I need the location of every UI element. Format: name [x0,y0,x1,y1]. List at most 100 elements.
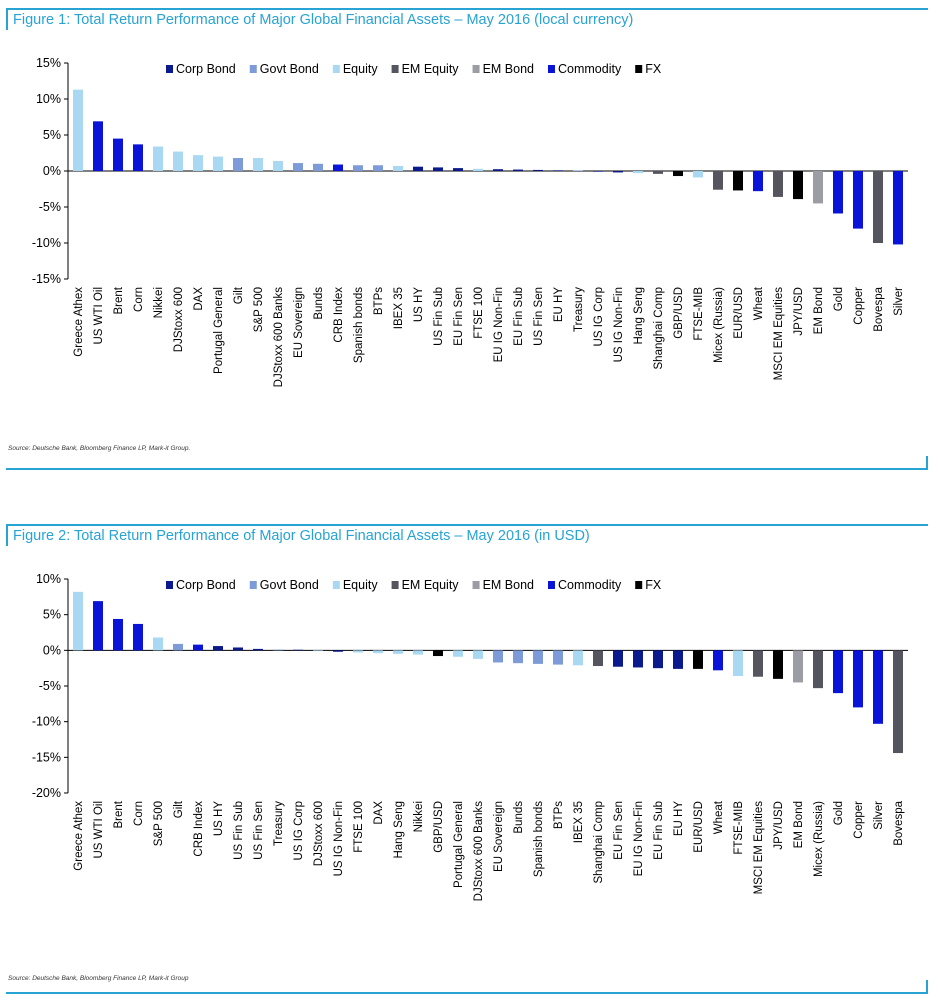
y-tick-label: 10% [36,572,61,586]
bar [753,650,763,677]
x-category-label: US Fin Sen [533,287,545,346]
x-category-label: Brent [113,800,125,828]
legend-swatch [635,581,643,589]
bar [413,650,423,655]
figure-1-chart: 15% 10% 5% 0% -5% -10% -15% Greece Athex US WTI … [32,56,908,388]
bar [73,591,83,651]
x-category-label: Treasury [273,801,285,846]
bar [893,650,903,754]
y-tick-label: -10% [32,715,61,729]
bar [433,650,443,657]
bar [673,650,683,669]
x-category-label: EU HY [553,287,565,322]
bar [533,650,543,664]
x-category-label: Wheat [753,286,765,320]
bar [593,171,603,172]
x-category-label: Treasury [573,287,585,332]
bar [373,165,383,171]
bar [853,650,863,708]
x-category-label: DJStoxx 600 Banks [473,801,485,902]
bar [453,650,463,657]
x-category-label: EU Fin Sub [513,287,525,346]
bar [373,650,383,654]
bar [193,644,203,651]
x-category-label: Corn [133,287,145,312]
bar [693,171,703,178]
x-category-label: EM Bond [793,801,805,848]
figure-1-bottom-tick [926,456,928,470]
bar [773,650,783,679]
figure-1-title-bar: Figure 1: Total Return Performance of Ma… [6,8,928,30]
bar [673,171,683,177]
x-category-label: EU Sovereign [493,801,505,872]
bar [273,160,283,171]
bar [233,647,243,651]
legend-swatch [166,581,173,589]
x-category-label: FTSE 100 [353,801,365,853]
x-category-label: Hang Seng [633,287,645,345]
x-category-label: BTPs [553,801,565,829]
x-category-label: Gold [833,801,845,825]
x-category-label: S&P 500 [253,287,265,332]
x-category-label: BTPs [373,287,385,315]
x-category-label: FTSE 100 [473,287,485,339]
bar [753,171,763,192]
y-tick-label: 5% [43,608,61,622]
bar [113,618,123,651]
x-category-label: S&P 500 [153,801,165,846]
x-category-label: Silver [893,287,905,316]
y-tick-label: 5% [43,128,61,142]
y-tick-label: -5% [39,200,61,214]
figure-2-bottom-rule [6,992,928,994]
x-category-label: Bunds [313,287,325,320]
x-category-label: EUR/USD [693,801,705,853]
legend-swatch [391,581,399,589]
legend-label: Govt Bond [260,62,319,76]
bar [293,649,303,651]
x-category-label: CRB Index [193,801,205,857]
bar [473,650,483,659]
x-category-label: US Fin Sub [233,801,245,860]
x-category-label: Copper [853,801,865,839]
legend-label: EM Bond [483,578,534,592]
figure-2-bottom-tick [926,980,928,994]
bar [553,170,563,171]
legend-swatch [472,65,480,73]
x-category-label: Gold [833,287,845,311]
x-category-label: Shanghai Comp [653,287,665,369]
legend-swatch [332,65,340,73]
bar [93,601,103,651]
x-category-label: US IG Corp [593,287,605,346]
bar [873,171,883,243]
x-category-label: EM Bond [813,287,825,334]
x-category-label: EU Fin Sen [453,287,465,346]
legend-label: Commodity [558,578,622,592]
x-category-label: JPY/USD [793,287,805,336]
bar [593,650,603,667]
bar [333,164,343,171]
x-category-label: FTSE-MIB [693,287,705,341]
x-category-label: US HY [213,801,225,836]
legend-label: Govt Bond [260,578,319,592]
x-category-label: Greece Athex [73,287,85,357]
y-tick-label: 10% [36,92,61,106]
legend-swatch [547,581,555,589]
bar [213,156,223,171]
x-category-label: Bovespa [893,800,905,845]
x-category-label: Spanish bonds [353,287,365,363]
x-category-label: Gilt [173,800,185,818]
x-category-label: US HY [413,287,425,322]
legend-label: Corp Bond [176,62,236,76]
x-category-label: EU IG Non-Fin [493,287,505,362]
figure-1-panel: Figure 1: Total Return Performance of Ma… [6,8,928,470]
figure-1-title: Figure 1: Total Return Performance of Ma… [13,12,634,28]
y-tick-label: -5% [39,679,61,693]
x-category-label: Shanghai Comp [593,801,605,883]
x-category-label: DAX [193,287,205,311]
x-category-label: DJStoxx 600 Banks [273,287,285,388]
y-tick-label: -20% [32,786,61,800]
bar [733,650,743,677]
legend-swatch [332,581,340,589]
figure-2-title: Figure 2: Total Return Performance of Ma… [13,528,590,544]
bar [873,650,883,724]
